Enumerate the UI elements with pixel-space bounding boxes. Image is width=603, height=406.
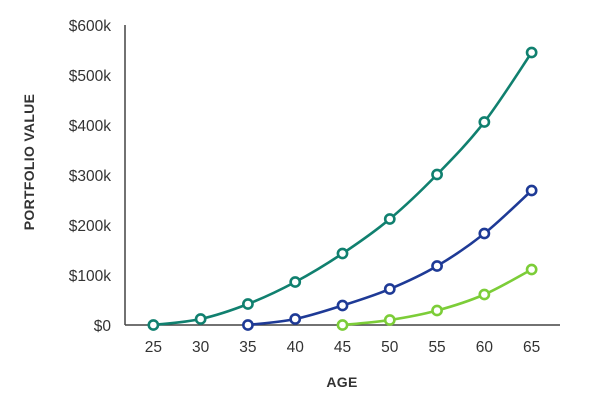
series-2-point: [383, 283, 396, 295]
x-tick-label: 50: [381, 339, 399, 356]
y-tick-labels: $0 $100k $200k $300k $400k $500k $600k: [69, 18, 112, 335]
x-tick-label: 30: [192, 339, 210, 356]
x-tick-labels: 25 30 35 40 45 50 55 60 65: [145, 339, 541, 356]
series-3-point: [478, 288, 491, 301]
series-1-point: [194, 313, 207, 325]
series-1-point: [147, 319, 160, 331]
series-1-point: [478, 116, 491, 128]
series-2-point: [478, 227, 491, 240]
x-tick-label: 35: [239, 339, 256, 356]
series-1-point: [289, 276, 302, 288]
series-3-point: [431, 304, 443, 317]
y-axis-title: PORTFOLIO VALUE: [21, 94, 37, 230]
series-group: [147, 46, 538, 331]
x-tick-label: 55: [428, 339, 445, 356]
y-tick-label: $600k: [69, 18, 111, 35]
series-1-point: [431, 168, 443, 181]
x-tick-label: 60: [476, 339, 494, 356]
y-tick-label: $300k: [69, 168, 111, 185]
y-tick-label: $200k: [69, 218, 111, 235]
x-tick-label: 65: [523, 339, 540, 356]
series-1-point: [336, 247, 349, 260]
series-1-point: [383, 213, 396, 225]
x-tick-label: 45: [334, 339, 351, 356]
y-tick-label: $0: [94, 318, 112, 335]
series-2-point: [289, 313, 302, 325]
series-3-point: [336, 319, 349, 331]
series-3-point: [525, 263, 538, 276]
series-2-point: [242, 319, 254, 331]
y-tick-label: $400k: [69, 118, 111, 135]
y-tick-label: $500k: [69, 68, 111, 85]
series-1-point: [525, 46, 538, 59]
chart-axes: [124, 25, 560, 326]
series-3-point: [383, 314, 396, 326]
series-2-line: [246, 189, 533, 327]
series-2-point: [525, 184, 538, 197]
x-tick-label: 40: [287, 339, 305, 356]
series-2-point: [336, 299, 349, 312]
series-1-line: [152, 51, 533, 327]
x-tick-label: 25: [145, 339, 162, 356]
y-tick-label: $100k: [69, 268, 111, 285]
series-1-point: [242, 298, 254, 310]
series-2-point: [431, 260, 443, 272]
x-axis-title: AGE: [326, 374, 357, 390]
